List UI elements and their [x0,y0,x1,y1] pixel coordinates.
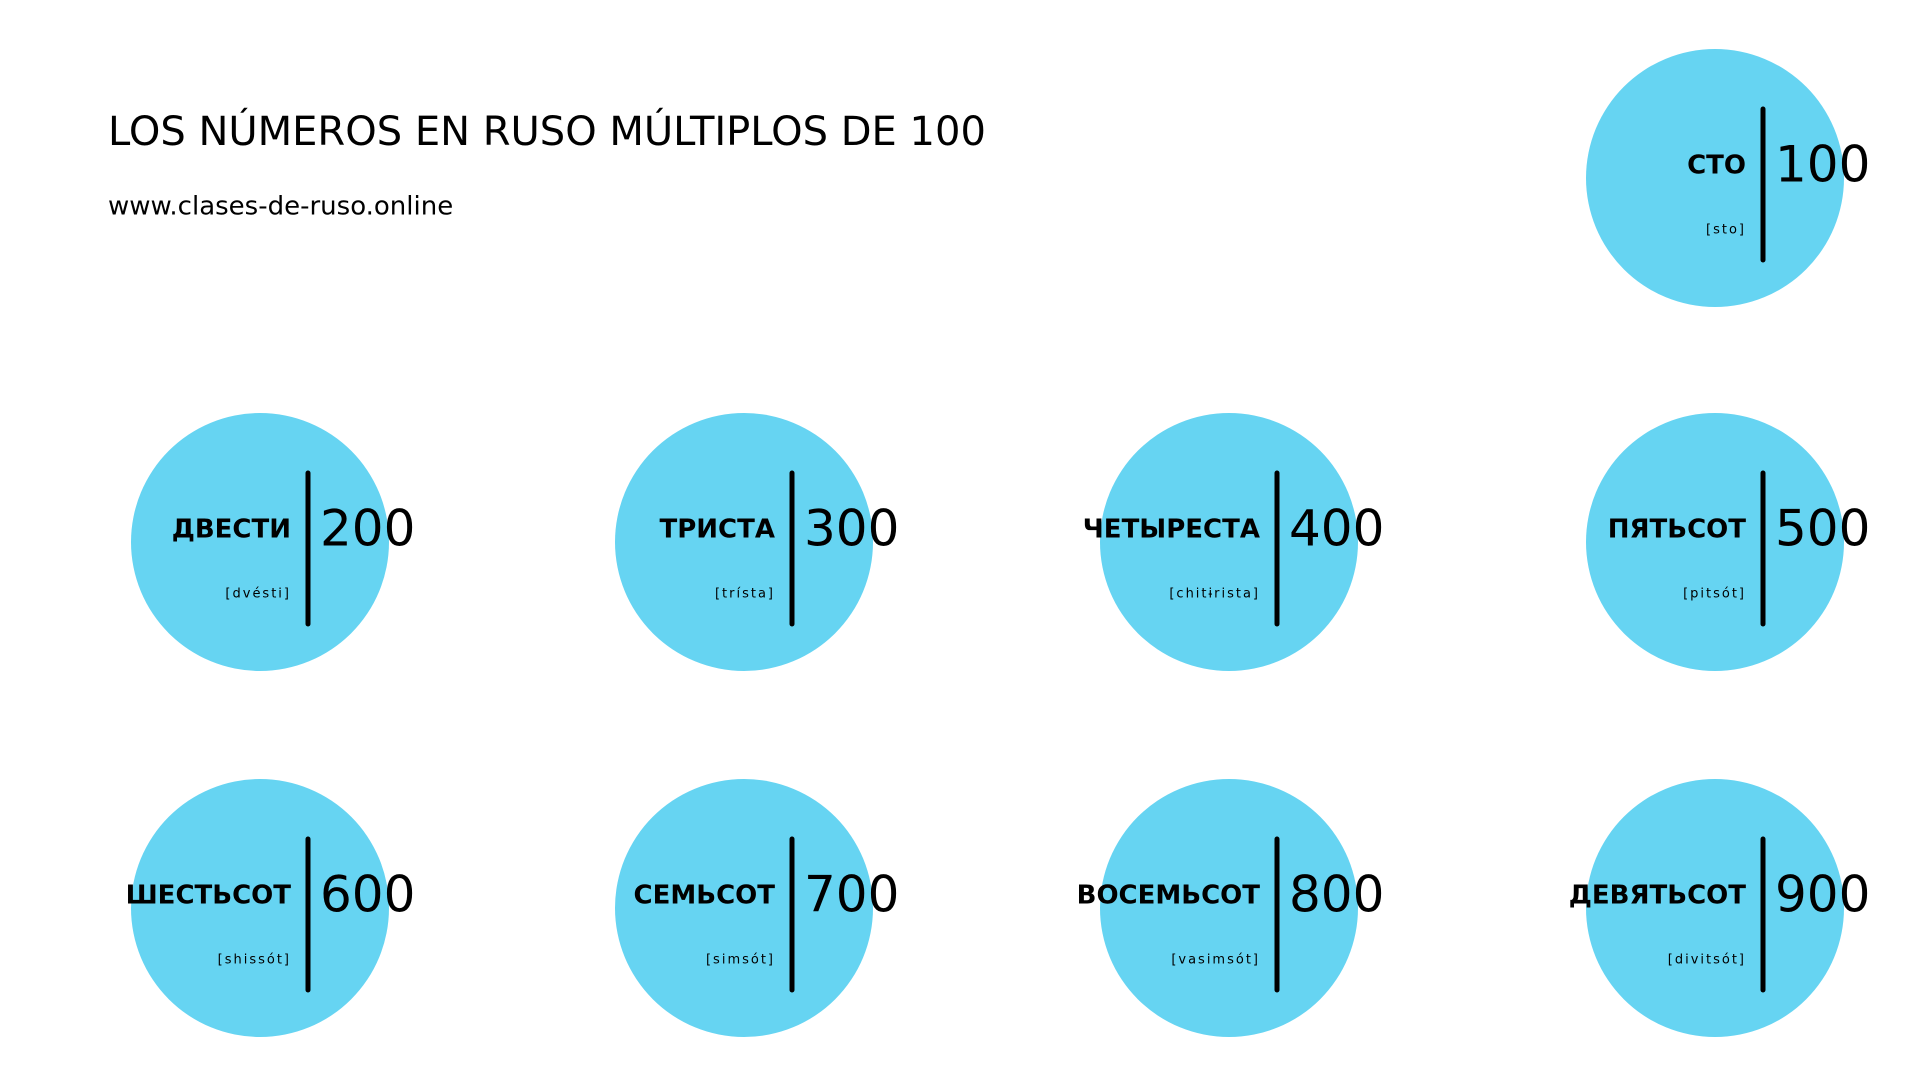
circle [1586,779,1844,1037]
circle [615,413,873,671]
russian-word: ДВЕСТИ [172,515,291,545]
number-card: ВОСЕМЬСОТ [vasimsót] 800 [1077,779,1384,1037]
number-card: ДВЕСТИ [dvésti] 200 [131,413,415,671]
title: LOS NÚMEROS EN RUSO MÚLTIPLOS DE 100 [108,107,986,155]
russian-word: ШЕСТЬСОТ [126,881,292,911]
circle [1586,49,1844,307]
russian-word: ТРИСТА [660,515,776,545]
circle [1100,413,1358,671]
number-card: ПЯТЬСОТ [pitsót] 500 [1586,413,1870,671]
pronunciation: [dvésti] [225,587,291,602]
russian-word: ЧЕТЫРЕСТА [1083,515,1260,545]
subtitle: www.clases-de-ruso.online [108,192,453,222]
number: 600 [320,866,415,924]
circle [1100,779,1358,1037]
circle [1586,413,1844,671]
number-card: СТО [sto] 100 [1586,49,1870,307]
number: 700 [804,866,899,924]
number: 400 [1289,500,1384,558]
pronunciation: [divitsót] [1668,953,1746,968]
russian-word: ВОСЕМЬСОТ [1077,881,1261,911]
number: 200 [320,500,415,558]
number: 100 [1775,136,1870,194]
number-card: СЕМЬСОТ [simsót] 700 [615,779,899,1037]
russian-word: ПЯТЬСОТ [1608,515,1747,545]
circle [131,413,389,671]
pronunciation: [trísta] [715,587,775,602]
pronunciation: [simsót] [706,953,775,968]
number: 300 [804,500,899,558]
number: 900 [1775,866,1870,924]
number-card: ЧЕТЫРЕСТА [chitɨrista] 400 [1083,413,1384,671]
number-card: ДЕВЯТЬСОТ [divitsót] 900 [1569,779,1870,1037]
number: 500 [1775,500,1870,558]
circle [131,779,389,1037]
pronunciation: [pitsót] [1683,587,1746,602]
circle [615,779,873,1037]
number: 800 [1289,866,1384,924]
number-card: ТРИСТА [trísta] 300 [615,413,899,671]
pronunciation: [sto] [1706,223,1746,238]
pronunciation: [vasimsót] [1171,953,1260,968]
russian-word: СЕМЬСОТ [634,881,776,911]
pronunciation: [shissót] [218,953,291,968]
pronunciation: [chitɨrista] [1169,587,1260,602]
russian-word: ДЕВЯТЬСОТ [1569,881,1746,911]
russian-word: СТО [1687,151,1746,181]
number-card: ШЕСТЬСОТ [shissót] 600 [126,779,415,1037]
